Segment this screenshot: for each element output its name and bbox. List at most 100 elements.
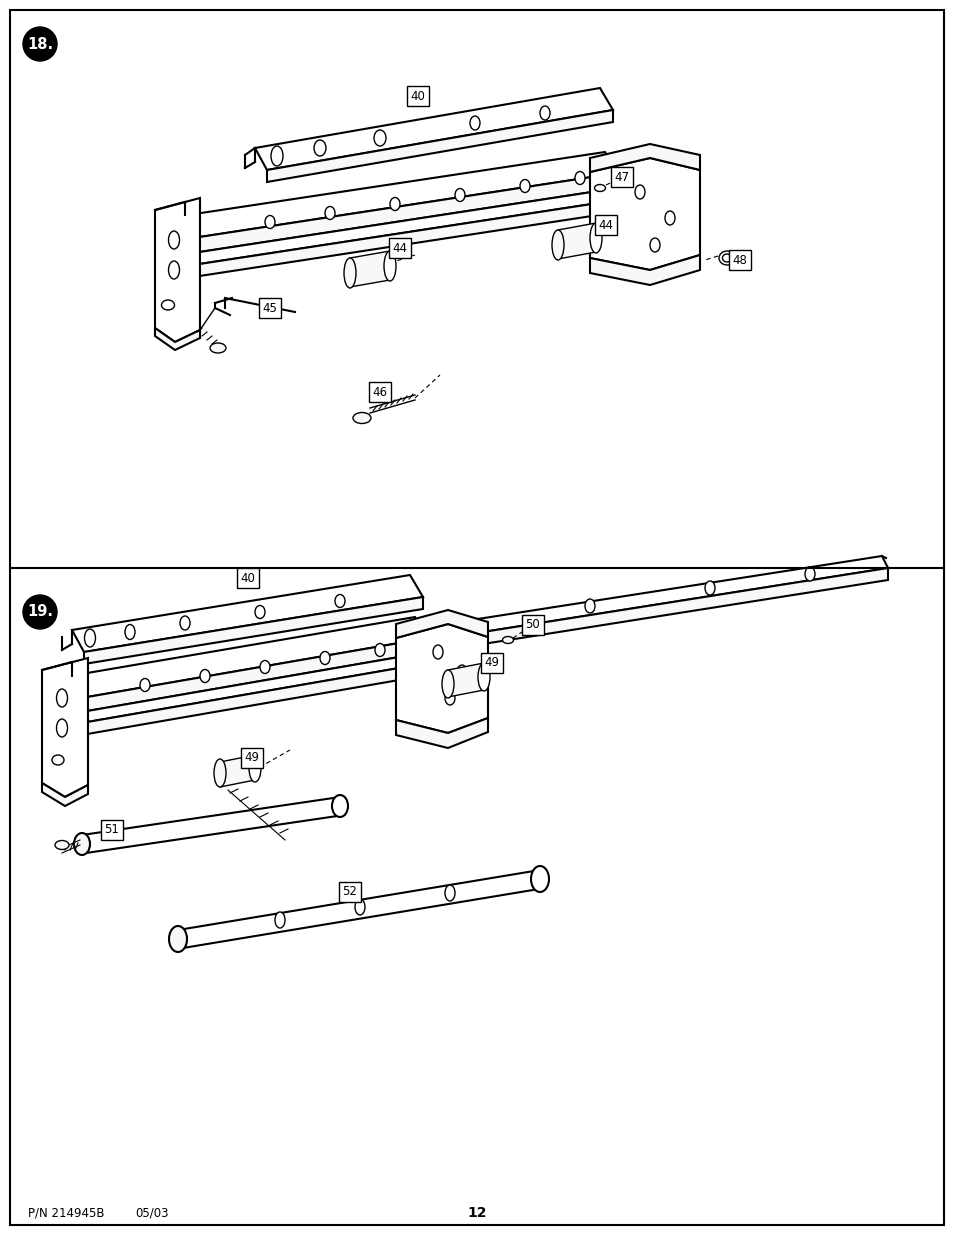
Polygon shape	[589, 144, 700, 172]
Text: 46: 46	[372, 385, 387, 399]
Ellipse shape	[519, 179, 530, 193]
Ellipse shape	[254, 605, 265, 619]
Ellipse shape	[552, 230, 563, 261]
Text: 12: 12	[467, 1207, 486, 1220]
Text: 05/03: 05/03	[135, 1207, 169, 1219]
Polygon shape	[254, 88, 613, 170]
Ellipse shape	[704, 580, 714, 595]
Polygon shape	[71, 576, 422, 652]
Ellipse shape	[353, 412, 371, 424]
Ellipse shape	[531, 866, 548, 892]
Polygon shape	[589, 158, 700, 270]
Ellipse shape	[664, 211, 675, 225]
Ellipse shape	[721, 254, 731, 262]
Ellipse shape	[635, 185, 644, 199]
Ellipse shape	[74, 832, 90, 855]
Ellipse shape	[589, 224, 601, 253]
Ellipse shape	[249, 755, 261, 782]
Polygon shape	[82, 797, 344, 853]
Polygon shape	[589, 254, 700, 285]
Ellipse shape	[56, 689, 68, 706]
Ellipse shape	[210, 343, 226, 353]
Ellipse shape	[169, 926, 187, 952]
Text: 48: 48	[732, 253, 746, 267]
Polygon shape	[419, 556, 887, 641]
Polygon shape	[448, 663, 483, 697]
Polygon shape	[350, 251, 390, 287]
Ellipse shape	[584, 599, 595, 613]
Text: 40: 40	[240, 572, 255, 584]
Ellipse shape	[455, 189, 464, 201]
Text: 44: 44	[392, 242, 407, 254]
Ellipse shape	[85, 629, 95, 647]
Polygon shape	[180, 173, 618, 254]
Polygon shape	[180, 200, 618, 279]
Ellipse shape	[649, 238, 659, 252]
Ellipse shape	[260, 661, 270, 673]
Text: 52: 52	[342, 885, 357, 899]
Ellipse shape	[319, 652, 330, 664]
Text: 47: 47	[614, 170, 629, 184]
Text: 50: 50	[525, 619, 539, 631]
Ellipse shape	[444, 885, 455, 902]
Ellipse shape	[502, 636, 513, 643]
Text: 18.: 18.	[27, 37, 53, 52]
Polygon shape	[395, 610, 488, 638]
Ellipse shape	[719, 251, 734, 266]
Ellipse shape	[274, 911, 285, 927]
Ellipse shape	[332, 795, 348, 818]
Polygon shape	[42, 783, 88, 806]
Ellipse shape	[594, 184, 605, 191]
Ellipse shape	[433, 645, 442, 659]
Polygon shape	[395, 718, 488, 748]
Ellipse shape	[169, 231, 179, 249]
Ellipse shape	[200, 669, 210, 683]
Ellipse shape	[441, 671, 454, 698]
Ellipse shape	[56, 719, 68, 737]
Ellipse shape	[213, 760, 226, 787]
Text: 40: 40	[410, 89, 425, 103]
Polygon shape	[70, 652, 428, 725]
Ellipse shape	[456, 664, 467, 679]
Text: 44: 44	[598, 219, 613, 231]
Ellipse shape	[444, 692, 455, 705]
Ellipse shape	[539, 106, 550, 120]
Text: 49: 49	[484, 657, 499, 669]
Ellipse shape	[575, 172, 584, 184]
Polygon shape	[58, 618, 428, 700]
Polygon shape	[84, 597, 422, 664]
Ellipse shape	[180, 616, 190, 630]
Ellipse shape	[325, 206, 335, 220]
Circle shape	[23, 27, 57, 61]
Ellipse shape	[55, 841, 69, 850]
Text: 19.: 19.	[27, 604, 53, 620]
Text: 45: 45	[262, 301, 277, 315]
Ellipse shape	[374, 130, 386, 146]
Polygon shape	[70, 638, 428, 714]
Polygon shape	[220, 755, 254, 787]
Polygon shape	[558, 224, 596, 259]
Ellipse shape	[140, 678, 150, 692]
Ellipse shape	[375, 643, 385, 657]
Ellipse shape	[390, 198, 399, 210]
Ellipse shape	[355, 899, 365, 915]
Ellipse shape	[161, 300, 174, 310]
Polygon shape	[395, 624, 488, 734]
Polygon shape	[70, 663, 428, 737]
Circle shape	[23, 595, 57, 629]
Text: 51: 51	[105, 824, 119, 836]
Ellipse shape	[271, 146, 283, 165]
Ellipse shape	[804, 567, 814, 580]
Ellipse shape	[265, 215, 274, 228]
Polygon shape	[178, 869, 544, 948]
Polygon shape	[42, 658, 88, 797]
Text: P/N 214945B: P/N 214945B	[28, 1207, 105, 1219]
Ellipse shape	[52, 755, 64, 764]
Polygon shape	[154, 329, 200, 350]
Ellipse shape	[335, 594, 345, 608]
Ellipse shape	[125, 625, 135, 640]
Polygon shape	[180, 188, 618, 267]
Ellipse shape	[477, 663, 490, 692]
Polygon shape	[267, 110, 613, 182]
Ellipse shape	[169, 261, 179, 279]
